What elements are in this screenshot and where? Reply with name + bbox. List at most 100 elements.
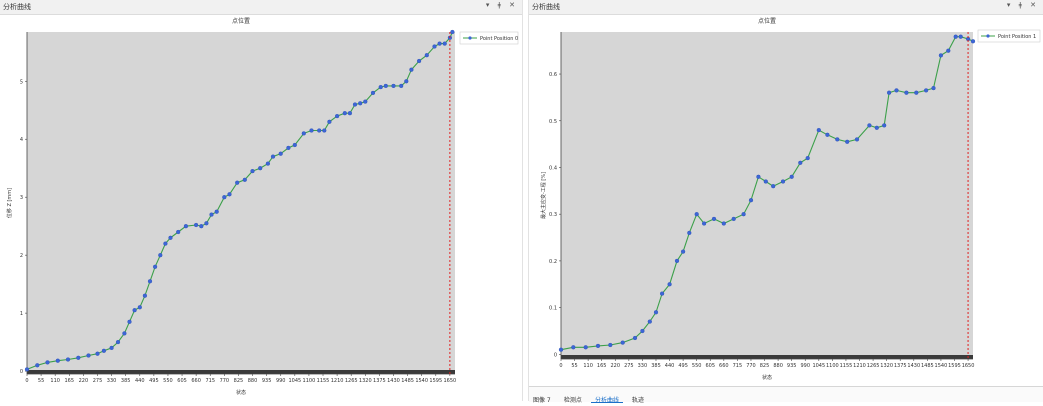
data-point[interactable] <box>816 127 821 133</box>
data-point[interactable] <box>391 83 396 88</box>
data-point[interactable] <box>409 67 414 72</box>
data-point[interactable] <box>845 139 850 144</box>
data-point[interactable] <box>278 151 283 156</box>
data-point[interactable] <box>227 192 232 197</box>
data-point[interactable] <box>147 279 153 284</box>
data-point[interactable] <box>137 305 142 310</box>
tab-trajectory[interactable]: 轨迹 <box>632 397 645 404</box>
data-point[interactable] <box>674 258 680 263</box>
data-point[interactable] <box>789 174 794 179</box>
data-point[interactable] <box>914 90 919 95</box>
data-point[interactable] <box>660 291 665 296</box>
data-point[interactable] <box>95 351 100 356</box>
data-point[interactable] <box>931 85 936 91</box>
data-point[interactable] <box>571 345 576 350</box>
pin-dropdown-icon[interactable]: ▾ <box>485 1 493 9</box>
data-point[interactable] <box>109 345 114 350</box>
data-point[interactable] <box>442 41 447 46</box>
data-point[interactable] <box>270 154 276 159</box>
close-icon[interactable]: ✕ <box>1030 1 1039 9</box>
data-point[interactable] <box>756 174 761 179</box>
data-point[interactable] <box>711 216 717 221</box>
data-point[interactable] <box>86 353 91 358</box>
data-point[interactable] <box>292 142 297 148</box>
data-point[interactable] <box>763 179 768 184</box>
data-point[interactable] <box>322 128 327 133</box>
data-point[interactable] <box>681 249 686 254</box>
data-point[interactable] <box>721 221 726 226</box>
data-point[interactable] <box>342 111 347 116</box>
data-point[interactable] <box>687 230 692 235</box>
data-point[interactable] <box>242 177 247 182</box>
data-point[interactable] <box>437 41 442 46</box>
data-point[interactable] <box>424 53 429 58</box>
data-point[interactable] <box>347 111 352 116</box>
data-point[interactable] <box>45 360 50 365</box>
data-point[interactable] <box>214 209 219 214</box>
data-point[interactable] <box>835 137 840 142</box>
data-point[interactable] <box>404 79 409 84</box>
tab-analysis-curve[interactable]: 分析曲线 <box>590 392 623 404</box>
data-point[interactable] <box>620 340 625 345</box>
data-point[interactable] <box>163 241 168 246</box>
data-point[interactable] <box>583 345 588 350</box>
data-point[interactable] <box>731 216 736 221</box>
data-point[interactable] <box>265 161 270 166</box>
data-point[interactable] <box>176 229 181 235</box>
data-point[interactable] <box>632 335 638 341</box>
data-point[interactable] <box>222 195 227 200</box>
data-point[interactable] <box>970 39 976 44</box>
close-icon[interactable]: ✕ <box>509 1 518 9</box>
data-point[interactable] <box>65 357 71 362</box>
data-point[interactable] <box>101 348 106 353</box>
data-point[interactable] <box>55 358 60 363</box>
data-point[interactable] <box>168 235 173 240</box>
data-point[interactable] <box>153 264 158 269</box>
data-point[interactable] <box>358 101 363 106</box>
data-point[interactable] <box>199 224 204 229</box>
data-point[interactable] <box>432 44 437 49</box>
data-point[interactable] <box>780 179 786 184</box>
data-point[interactable] <box>667 282 672 287</box>
data-point[interactable] <box>771 184 776 189</box>
float-icon[interactable]: ǂ <box>497 1 504 9</box>
data-point[interactable] <box>250 169 255 174</box>
data-point[interactable] <box>805 156 810 161</box>
data-point[interactable] <box>309 128 314 133</box>
data-point[interactable] <box>24 367 30 372</box>
data-point[interactable] <box>352 102 358 107</box>
data-point[interactable] <box>748 198 754 203</box>
data-point[interactable] <box>158 253 163 258</box>
data-point[interactable] <box>378 84 383 90</box>
data-point[interactable] <box>867 123 872 128</box>
tab-check-points[interactable]: 检测点 <box>563 397 582 404</box>
data-point[interactable] <box>122 331 127 336</box>
data-point[interactable] <box>127 319 132 324</box>
data-point[interactable] <box>204 221 209 226</box>
data-point[interactable] <box>924 88 929 93</box>
data-point[interactable] <box>887 90 892 95</box>
data-point[interactable] <box>317 128 322 133</box>
data-point[interactable] <box>702 221 707 226</box>
data-point[interactable] <box>741 212 746 217</box>
data-point[interactable] <box>450 29 455 35</box>
data-point[interactable] <box>946 48 951 53</box>
data-point[interactable] <box>953 34 958 39</box>
tab-image[interactable]: 图像 7 <box>533 397 551 404</box>
data-point[interactable] <box>142 293 147 298</box>
data-point[interactable] <box>183 224 188 229</box>
data-point[interactable] <box>235 180 240 185</box>
float-icon[interactable]: ǂ <box>1018 1 1025 9</box>
data-point[interactable] <box>383 83 388 88</box>
data-point[interactable] <box>417 58 422 64</box>
data-point[interactable] <box>595 343 601 348</box>
data-point[interactable] <box>647 319 652 324</box>
data-point[interactable] <box>327 119 332 124</box>
data-point[interactable] <box>194 222 199 228</box>
data-point[interactable] <box>825 132 830 137</box>
data-point[interactable] <box>882 123 887 128</box>
data-point[interactable] <box>76 355 81 360</box>
data-point[interactable] <box>370 90 376 95</box>
data-point[interactable] <box>301 131 306 136</box>
data-point[interactable] <box>35 363 40 368</box>
